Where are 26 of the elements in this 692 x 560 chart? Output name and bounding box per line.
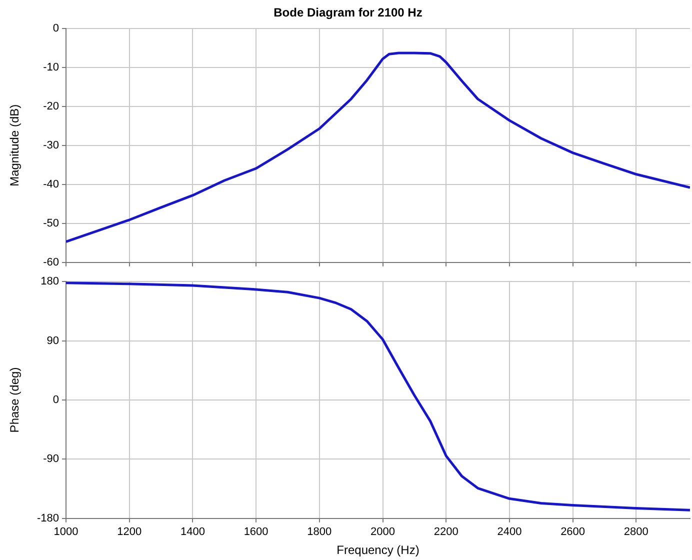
y-tick-label: -30 [43, 139, 59, 152]
x-tick-label: 2600 [560, 526, 586, 538]
x-tick-label: 1200 [117, 526, 142, 538]
x-tick-label: 2800 [624, 526, 648, 538]
y-tick-label: -180 [36, 512, 59, 524]
chart-title: Bode Diagram for 2100 Hz [274, 6, 422, 20]
y-tick-label: 0 [52, 22, 59, 34]
x-tick-label: 1800 [307, 526, 332, 538]
y-tick-label: 180 [40, 276, 59, 288]
x-tick-label: 1000 [54, 526, 78, 538]
y-tick-label: -60 [43, 256, 59, 268]
x-tick-label: 2000 [370, 526, 395, 538]
x-tick-label: 2200 [434, 526, 458, 538]
x-tick-label: 1600 [244, 526, 268, 538]
y-tick-label: -20 [43, 100, 59, 112]
x-axis-title: Frequency (Hz) [336, 543, 420, 558]
x-tick-label: 1400 [180, 526, 205, 538]
y-tick-label: -50 [43, 217, 59, 230]
y-axis-title: Magnitude (dB) [8, 104, 22, 186]
y-axis-title: Phase (deg) [8, 367, 22, 433]
x-tick-label: 2400 [497, 526, 522, 538]
y-tick-label: 0 [52, 394, 59, 406]
y-tick-label: -90 [43, 453, 59, 466]
y-tick-label: 90 [46, 334, 59, 347]
y-tick-label: -40 [43, 178, 59, 190]
y-tick-label: -10 [43, 61, 59, 74]
